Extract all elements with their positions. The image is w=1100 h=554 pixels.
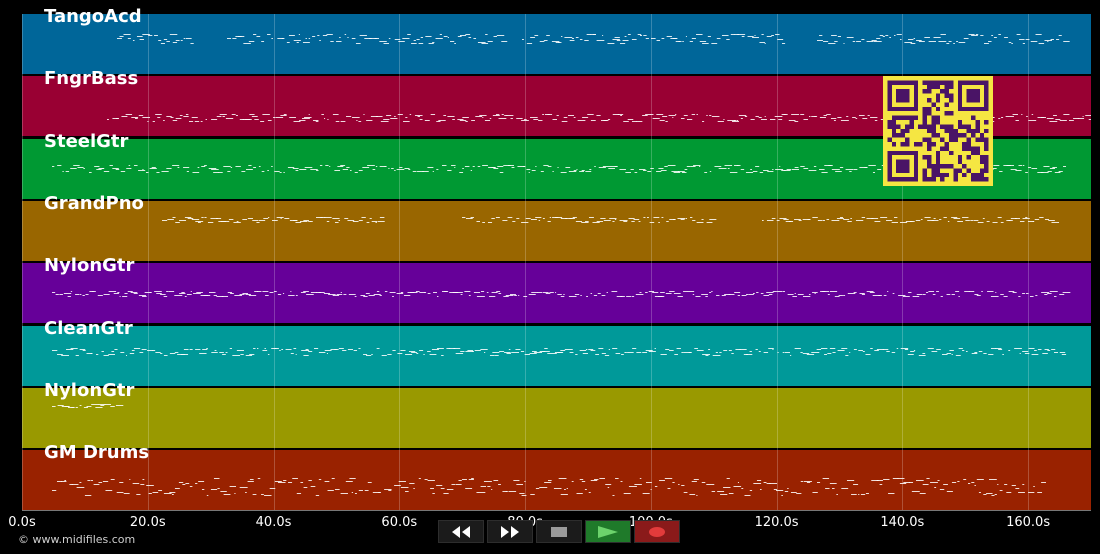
transport-controls (438, 520, 680, 543)
record-button[interactable] (634, 520, 680, 543)
copyright-text: © www.midifiles.com (18, 533, 136, 546)
qr-code (883, 76, 993, 186)
grid-line (525, 14, 527, 511)
play-button[interactable] (585, 520, 631, 543)
track-lane[interactable]: GrandPno (22, 193, 1091, 261)
time-tick-label: 160.0s (1006, 515, 1051, 530)
grid-line (399, 14, 401, 511)
stop-button[interactable] (536, 520, 582, 543)
track-lane[interactable]: GM Drums (22, 442, 1091, 511)
time-tick-label: 40.0s (255, 515, 292, 530)
track-name: FngrBass (44, 68, 139, 90)
track-name: NylonGtr (44, 379, 135, 401)
record-icon (649, 526, 665, 537)
track-name: TangoAcd (44, 6, 142, 27)
time-tick-label: 0.0s (8, 515, 36, 530)
track-notes (117, 34, 1070, 44)
track-lane[interactable]: NylonGtr (22, 380, 1091, 448)
grid-line (650, 14, 652, 511)
track-name: GM Drums (44, 442, 150, 464)
track-notes (52, 403, 124, 408)
track-notes (52, 291, 1071, 298)
track-notes (162, 216, 1060, 223)
time-tick-label: 20.0s (129, 515, 166, 530)
track-notes (52, 347, 1067, 356)
fast-forward-button[interactable] (487, 520, 533, 543)
track-notes (52, 478, 1047, 497)
track-lane[interactable]: CleanGtr (22, 318, 1091, 386)
track-name: GrandPno (44, 192, 144, 214)
grid-line (147, 14, 149, 511)
rewind-icon (452, 525, 470, 538)
grid-line (902, 14, 904, 511)
grid-line (273, 14, 275, 511)
track-notes (107, 114, 1091, 123)
track-name: SteelGtr (44, 130, 129, 152)
track-lane[interactable]: TangoAcd (22, 6, 1091, 74)
stop-icon (551, 526, 567, 537)
track-name: NylonGtr (44, 255, 135, 277)
time-axis-line (22, 510, 1091, 511)
grid-line (1028, 14, 1030, 511)
rewind-button[interactable] (438, 520, 484, 543)
time-tick-label: 140.0s (880, 515, 925, 530)
time-tick-label: 60.0s (381, 515, 418, 530)
track-lane[interactable]: NylonGtr (22, 255, 1091, 324)
time-tick-label: 120.0s (754, 515, 799, 530)
grid-line (22, 14, 23, 511)
grid-line (776, 14, 778, 511)
track-name: CleanGtr (44, 317, 133, 339)
play-icon (598, 525, 618, 538)
fast-forward-icon (501, 525, 519, 538)
